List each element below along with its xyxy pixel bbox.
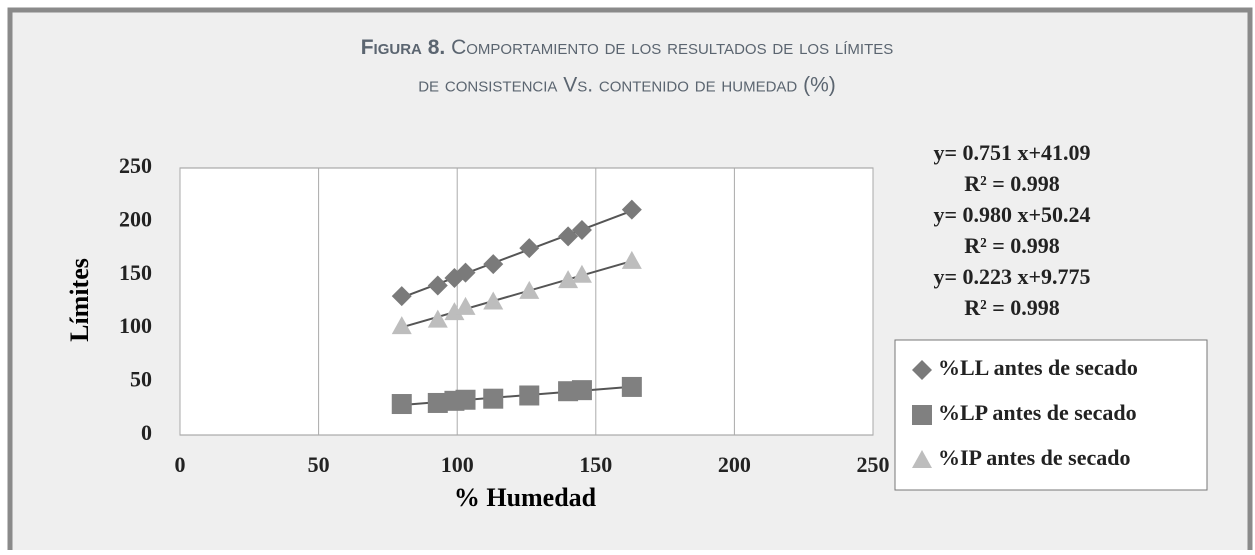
marker (455, 296, 476, 315)
marker (391, 286, 412, 307)
marker (455, 389, 476, 410)
x-tick-label: 150 (579, 452, 612, 477)
title-line: de consistencia Vs. contenido de humedad… (418, 74, 836, 97)
x-tick-label: 0 (175, 452, 186, 477)
title-text: Comportamiento de los resultados de los … (451, 36, 893, 59)
y-tick-label: 50 (130, 367, 152, 392)
marker (621, 376, 642, 397)
marker (427, 392, 448, 413)
legend-label: %IP antes de secado (938, 445, 1131, 470)
y-tick-label: 150 (119, 260, 152, 285)
marker (391, 394, 412, 415)
marker (519, 238, 540, 259)
trendline-equation: y= 0.980 x+50.24 (933, 202, 1090, 227)
marker (621, 250, 642, 269)
marker (483, 291, 504, 310)
legend-marker (912, 360, 932, 380)
y-tick-label: 200 (119, 206, 152, 231)
marker (427, 309, 448, 328)
trendline-equation: y= 0.751 x+41.09 (933, 140, 1090, 165)
marker (483, 388, 504, 409)
marker (391, 316, 412, 335)
y-tick-label: 100 (119, 313, 152, 338)
marker (519, 280, 540, 299)
trendline-equation: y= 0.223 x+9.775 (933, 264, 1090, 289)
marker (571, 219, 592, 240)
y-tick-label: 0 (141, 420, 152, 445)
title-line: Figura 8. Comportamiento de los resultad… (361, 36, 894, 59)
marker (621, 199, 642, 220)
marker (519, 385, 540, 406)
trendline-equation: R² = 0.998 (964, 295, 1060, 320)
x-tick-label: 200 (718, 452, 751, 477)
y-tick-label: 250 (119, 153, 152, 178)
marker (558, 270, 579, 289)
trendline-equation: R² = 0.998 (964, 171, 1060, 196)
legend-label: %LL antes de secado (938, 355, 1138, 380)
legend-label: %LP antes de secado (938, 400, 1137, 425)
legend-marker (912, 405, 932, 425)
y-axis-label: Límites (65, 258, 94, 342)
marker (455, 262, 476, 283)
marker (571, 264, 592, 283)
marker (558, 226, 579, 247)
marker (444, 302, 465, 321)
legend (894, 339, 1208, 491)
x-tick-label: 250 (857, 452, 890, 477)
marker (427, 275, 448, 296)
x-axis-label: % Humedad (454, 483, 597, 512)
legend-marker (912, 450, 932, 468)
marker (571, 380, 592, 401)
trendline-equation: R² = 0.998 (964, 233, 1060, 258)
marker (483, 254, 504, 275)
x-tick-label: 50 (308, 452, 330, 477)
x-tick-label: 100 (441, 452, 474, 477)
title-label: Figura 8. (361, 36, 446, 59)
